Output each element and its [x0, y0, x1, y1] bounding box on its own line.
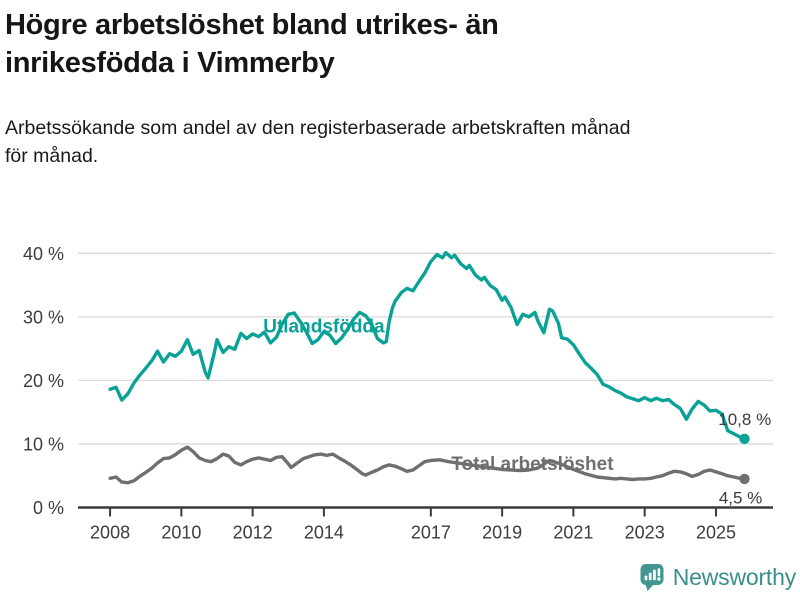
title-line-2: inrikesfödda i Vimmerby — [5, 47, 335, 79]
x-tick-label: 2023 — [625, 523, 665, 543]
subtitle-line-1: Arbetssökande som andel av den registerb… — [5, 117, 631, 139]
x-tick-label: 2017 — [411, 523, 451, 543]
y-tick-label: 30 % — [23, 307, 64, 327]
series-end-value-0: 10,8 % — [718, 410, 771, 429]
series-end-dot-0 — [739, 433, 750, 445]
x-tick-label: 2008 — [90, 523, 130, 543]
page-title: Högre arbetslöshet bland utrikes- än inr… — [5, 6, 785, 82]
series-line-0 — [108, 251, 747, 441]
x-tick-label: 2014 — [304, 523, 344, 543]
y-tick-label: 10 % — [23, 434, 64, 454]
series-end-dot-1 — [739, 473, 750, 485]
y-tick-label: 20 % — [23, 371, 64, 391]
y-tick-label: 40 % — [23, 244, 64, 264]
x-tick-label: 2010 — [161, 523, 201, 543]
x-tick-label: 2012 — [233, 523, 273, 543]
title-line-1: Högre arbetslöshet bland utrikes- än — [5, 9, 499, 41]
newsworthy-brand-text: Newsworthy — [672, 563, 796, 590]
bar-chart-speech-bubble-icon — [640, 563, 664, 591]
subtitle-line-2: för månad. — [5, 145, 99, 167]
x-tick-label: 2025 — [696, 523, 736, 543]
chart-subtitle: Arbetssökande som andel av den registerb… — [5, 114, 795, 170]
series-end-value-1: 4,5 % — [719, 488, 762, 507]
newsworthy-logo: Newsworthy — [640, 561, 796, 593]
series-label-1: Total arbetslöshet — [451, 454, 614, 475]
series-line-1 — [108, 445, 747, 485]
y-tick-label: 0 % — [33, 498, 64, 518]
series-label-0: Utlandsfödda — [263, 317, 385, 338]
x-tick-label: 2021 — [553, 523, 593, 543]
line-chart: 2008 2010 2012 2014 2017 2019 2021 2023 2025 0 % 1… — [23, 244, 773, 543]
x-tick-label: 2019 — [482, 523, 522, 543]
